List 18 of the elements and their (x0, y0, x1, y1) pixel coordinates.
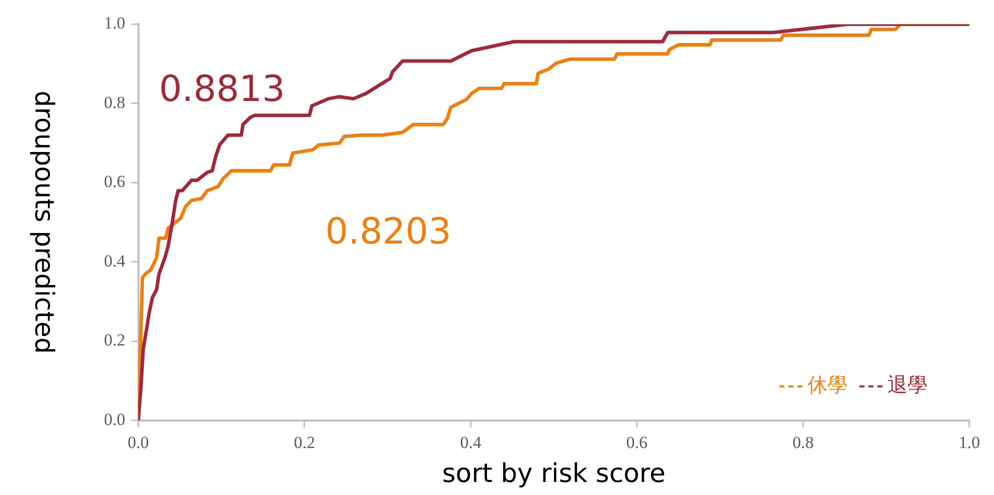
annotation: 0.8813 (159, 68, 285, 110)
annotation: 0.8203 (325, 212, 452, 253)
y-tick-label: 0.4 (104, 251, 126, 270)
x-tick-label: 1.0 (958, 433, 980, 452)
y-axis-title: droupouts predicted (28, 90, 58, 354)
x-tick-label: 0.4 (460, 433, 482, 452)
legend-label: 退學 (887, 372, 928, 397)
x-axis-title: sort by risk score (442, 459, 666, 490)
y-tick-label: 0.2 (104, 330, 126, 350)
x-tick-label: 0.6 (626, 433, 648, 452)
x-tick-label: 0.2 (294, 433, 316, 452)
y-tick-label: 1.0 (104, 14, 126, 33)
x-tick-label: 0.0 (128, 433, 149, 452)
y-tick-label: 0.0 (104, 410, 126, 429)
legend-label: 休學 (807, 372, 848, 397)
y-tick-label: 0.6 (104, 172, 126, 192)
y-tick-label: 0.8 (104, 92, 126, 112)
x-tick-label: 0.8 (792, 433, 814, 452)
